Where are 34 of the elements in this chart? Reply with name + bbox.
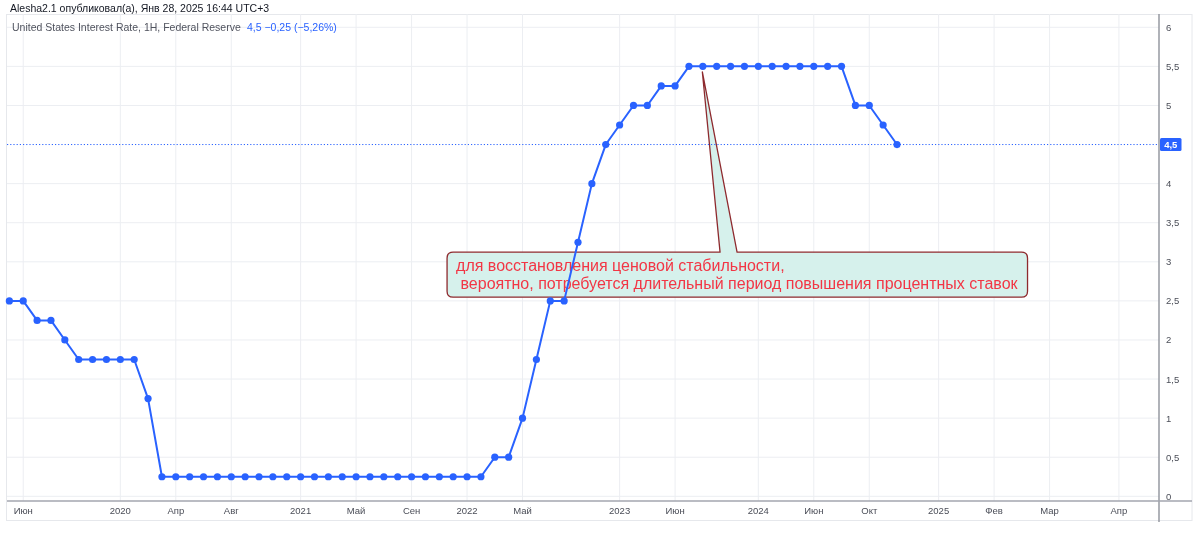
- x-tick-label: Авг: [223, 505, 240, 516]
- y-tick-label: 1: [1166, 412, 1172, 424]
- x-tick-label: Окт: [861, 505, 878, 516]
- x-tick-label: 2024: [747, 505, 769, 516]
- x-tick-label: Май: [513, 505, 532, 516]
- x-tick-label: Июн: [13, 505, 33, 516]
- x-tick-label: Сен: [402, 505, 421, 516]
- text: United States Interest Rate, 1H, Federal Reserve: [12, 21, 241, 33]
- y-tick-label: 2: [1166, 334, 1172, 346]
- x-tick-label: Апр: [167, 505, 185, 516]
- ref-line-label: 4,5: [1164, 139, 1179, 151]
- y-tick-label: 0: [1166, 490, 1172, 502]
- x-tick-label: Июн: [804, 505, 824, 516]
- y-tick-label: 3: [1166, 256, 1172, 268]
- y-tick-label: 5: [1166, 99, 1172, 111]
- x-tick-label: 2025: [928, 505, 950, 516]
- x-tick-label: 2021: [290, 505, 312, 516]
- x-tick-label: 2023: [609, 505, 631, 516]
- y-tick-label: 5,5: [1166, 60, 1180, 72]
- x-tick-label: 2020: [109, 505, 131, 516]
- x-tick-label: 2022: [456, 505, 478, 516]
- chart-title: Alesha2.1 опубликовал(а), Янв 28, 2025 16:44 UTC+3: [10, 1, 270, 14]
- x-tick-label: Май: [346, 505, 366, 516]
- x-tick-label: Апр: [1110, 505, 1128, 516]
- y-tick-label: 2,5: [1166, 295, 1180, 307]
- y-tick-label: 4: [1166, 178, 1172, 190]
- x-tick-label: Фев: [985, 505, 1003, 516]
- x-tick-label: Июн: [665, 505, 685, 516]
- y-tick-label: 1,5: [1166, 373, 1180, 385]
- y-tick-label: 3,5: [1166, 217, 1180, 229]
- annotation: 4,5 −0,25 (−5,26%): [246, 21, 337, 33]
- x-tick-label: Мар: [1040, 505, 1059, 516]
- y-tick-label: 0,5: [1166, 451, 1180, 463]
- y-tick-label: 6: [1166, 21, 1172, 33]
